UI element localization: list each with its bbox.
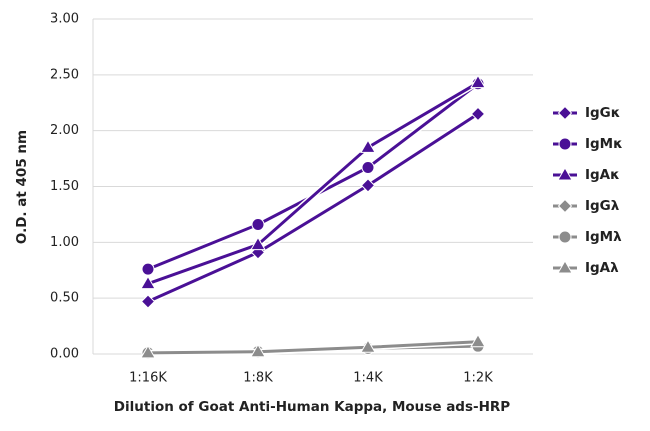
point [251,217,265,231]
legend-marker [558,137,572,151]
legend-label: IgMκ [585,136,623,152]
series [140,74,486,290]
legend-marker [557,198,573,214]
x-tick-label: 1:8K [243,371,273,386]
legend-marker [557,260,573,274]
legend-label: IgGλ [585,198,620,214]
y-tick-label: 0.00 [50,347,79,362]
point [250,236,266,251]
y-tick-label: 2.50 [50,67,79,82]
y-axis-title: O.D. at 405 nm [14,130,30,244]
legend-label: IgMλ [585,229,622,245]
line [147,340,479,355]
point [470,333,486,348]
line [147,81,479,286]
y-tick-label: 1.00 [50,235,79,250]
legend-marker [558,230,572,244]
point [470,106,486,122]
series [140,333,486,359]
point [141,262,155,276]
point [360,139,376,153]
x-tick-label: 1:4K [353,371,383,386]
legend-marker [557,167,573,181]
x-tick-label: 1:16K [129,371,167,386]
line-halo [146,111,480,305]
legend-label: IgAλ [585,260,619,276]
point [470,74,486,89]
y-tick-label: 2.00 [50,123,79,138]
point [360,178,376,193]
point [361,161,375,175]
x-axis-title: Dilution of Goat Anti-Human Kappa, Mouse… [114,399,510,415]
y-tick-label: 0.50 [50,291,79,306]
point [140,344,156,359]
series [140,106,486,309]
point [250,343,266,358]
point [140,275,156,290]
x-tick-label: 1:2K [463,371,493,386]
y-tick-label: 3.00 [50,12,79,27]
point [140,294,156,309]
point [360,339,376,353]
legend-label: IgGκ [585,105,620,121]
line [147,112,479,303]
legend-marker [557,105,573,121]
y-tick-label: 1.50 [50,179,79,194]
legend-label: IgAκ [585,167,620,183]
